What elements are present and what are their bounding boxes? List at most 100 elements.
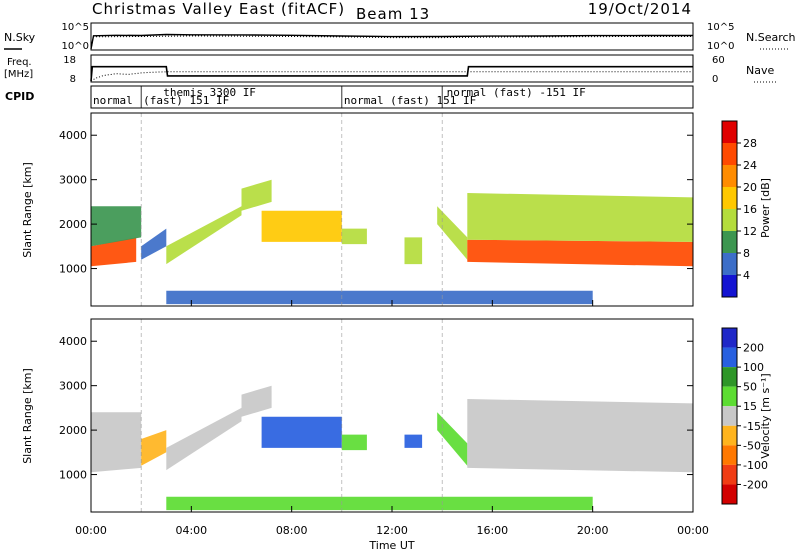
y-tick-label: 4000 xyxy=(59,335,87,348)
colorbar-tick-label: -200 xyxy=(743,478,768,491)
y-tick-label: 3000 xyxy=(59,174,87,187)
colorbar-segment xyxy=(722,187,737,209)
noise-right-tick-low: 10^0 xyxy=(707,41,734,52)
colorbar-segment xyxy=(722,121,737,143)
data-region xyxy=(341,228,367,245)
data-region xyxy=(341,434,367,451)
colorbar-frame xyxy=(721,327,738,505)
nave-line xyxy=(90,71,693,82)
noise-right-label: N.Search xyxy=(746,31,796,44)
noise-left-tick-low: 10^0 xyxy=(62,41,89,52)
power-colorbar-label: Power [dB] xyxy=(759,178,772,238)
cpid-entry: (fast) 151 IF xyxy=(143,94,229,107)
colorbar-segment xyxy=(722,143,737,165)
colorbar-segment xyxy=(722,367,737,387)
x-tick-label: 12:00 xyxy=(376,524,408,537)
data-region xyxy=(437,206,468,260)
colorbar-tick-label: 8 xyxy=(743,247,750,260)
colorbar-tick-label: -15 xyxy=(743,420,761,433)
data-region xyxy=(467,399,693,473)
colorbar-segment xyxy=(722,328,737,348)
frequency-line xyxy=(90,65,693,82)
freq-label-line1: Freq. xyxy=(7,57,32,68)
colorbar-tick-label: 4 xyxy=(743,269,750,282)
x-axis-label: Time UT xyxy=(368,539,414,552)
colorbar-segment xyxy=(722,165,737,187)
colorbar-segment xyxy=(722,209,737,231)
colorbar-tick-label: 24 xyxy=(743,159,757,172)
colorbar-segment xyxy=(722,445,737,465)
data-region xyxy=(91,237,137,267)
colorbar-tick-label: 50 xyxy=(743,381,757,394)
data-region xyxy=(261,210,342,242)
cpid-entry: normal xyxy=(93,94,133,107)
data-region xyxy=(467,239,693,267)
chart-title: Christmas Valley East (fitACF) xyxy=(92,0,345,18)
frequency-panel: Freq. [MHz] Nave 18 8 60 0 xyxy=(4,54,778,85)
data-region xyxy=(91,412,142,473)
x-tick-label: 00:00 xyxy=(677,524,709,537)
cpid-entry: normal (fast) 151 IF xyxy=(344,94,476,107)
colorbar-tick-label: 12 xyxy=(743,225,757,238)
frequency-panel-frame xyxy=(90,54,694,83)
data-region xyxy=(404,434,423,448)
velocity-colorbar: 200 100 50 15 -15 -50 -100 -200 xyxy=(721,327,768,505)
noise-panel-frame xyxy=(90,22,694,51)
data-region xyxy=(166,290,593,305)
x-tick-label: 04:00 xyxy=(175,524,207,537)
colorbar-segment xyxy=(722,275,737,297)
beam-label: Beam 13 xyxy=(356,5,430,23)
colorbar-tick-label: 28 xyxy=(743,137,757,150)
colorbar-segment xyxy=(722,425,737,446)
y-tick-label: 1000 xyxy=(59,263,87,276)
data-region xyxy=(141,228,167,260)
x-tick-label: 16:00 xyxy=(476,524,508,537)
data-region xyxy=(261,416,342,448)
date-label: 19/Oct/2014 xyxy=(588,0,692,18)
y-tick-label: 1000 xyxy=(59,469,87,482)
colorbar-tick-label: -100 xyxy=(743,459,768,472)
data-region xyxy=(437,412,468,466)
data-region xyxy=(166,407,242,471)
noise-left-tick-high: 10^5 xyxy=(62,22,89,33)
noise-right-tick-high: 10^5 xyxy=(707,22,734,33)
power-y-axis-label: Slant Range [km] xyxy=(21,162,34,258)
cpid-entry: normal (fast) -151 IF xyxy=(447,86,586,99)
noise-panel: N.Sky N.Search 10^5 10^0 10^5 10^0 xyxy=(4,22,796,52)
y-tick-label: 2000 xyxy=(59,424,87,437)
nave-tick-low: 0 xyxy=(712,74,718,85)
colorbar-tick-label: 20 xyxy=(743,181,757,194)
cpid-panel-frame xyxy=(90,85,694,109)
colorbar-segment xyxy=(722,484,737,504)
velocity-y-axis-label: Slant Range [km] xyxy=(21,368,34,464)
colorbar-tick-label: 16 xyxy=(743,203,757,216)
cpid-label: CPID xyxy=(5,90,34,103)
cpid-panel: CPID normal themis 3300 IF(fast) 151 IF no… xyxy=(5,85,694,109)
data-region xyxy=(241,179,272,211)
colorbar-tick-label: 15 xyxy=(743,400,757,413)
data-region xyxy=(404,237,423,265)
colorbar-segment xyxy=(722,386,737,407)
y-tick-label: 3000 xyxy=(59,380,87,393)
y-tick-label: 4000 xyxy=(59,129,87,142)
data-region xyxy=(166,496,593,511)
noise-sky-line xyxy=(90,33,693,50)
noise-search-line xyxy=(90,35,693,50)
colorbar-segment xyxy=(722,464,737,485)
noise-left-label: N.Sky xyxy=(4,31,36,44)
freq-tick-high: 18 xyxy=(63,55,76,66)
velocity-panel: 1000 2000 3000 4000 Slant Range [km] 00:00 0… xyxy=(21,318,709,552)
cpid-entry: themis 3300 IF xyxy=(163,86,256,99)
y-tick-label: 2000 xyxy=(59,218,87,231)
x-tick-label: 08:00 xyxy=(276,524,308,537)
velocity-colorbar-label: Velocity [m s⁻¹] xyxy=(759,373,772,458)
power-colorbar: 28 24 20 16 12 8 4 xyxy=(721,120,757,298)
data-region xyxy=(166,206,242,265)
data-region xyxy=(467,193,693,242)
colorbar-segment xyxy=(722,406,737,426)
data-region xyxy=(141,430,167,466)
x-tick-label: 20:00 xyxy=(577,524,609,537)
nave-tick-high: 60 xyxy=(712,55,725,66)
freq-label-line2: [MHz] xyxy=(4,69,33,80)
